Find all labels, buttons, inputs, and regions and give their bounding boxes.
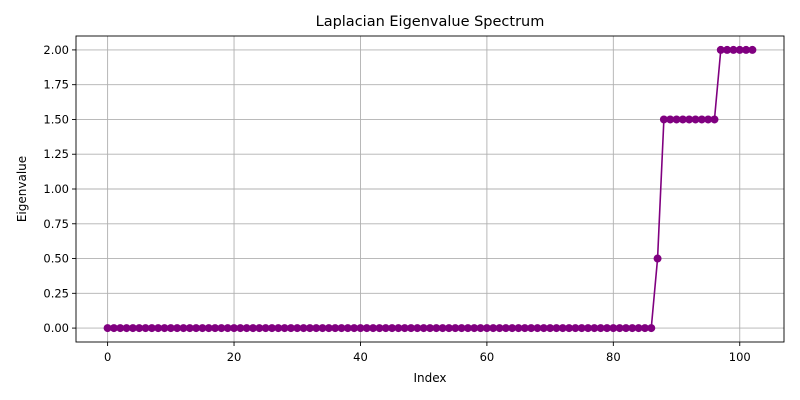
y-tick-label: 1.00 xyxy=(43,182,69,196)
y-axis-label: Eigenvalue xyxy=(15,156,29,222)
y-tick-label: 0.00 xyxy=(43,321,69,335)
data-point xyxy=(748,46,756,54)
x-tick-label: 0 xyxy=(104,350,111,364)
y-tick-label: 0.50 xyxy=(43,252,69,266)
y-tick-label: 0.25 xyxy=(43,286,69,300)
x-tick-label: 60 xyxy=(480,350,495,364)
y-tick-label: 1.75 xyxy=(43,78,69,92)
grid xyxy=(76,36,784,342)
y-tick-label: 2.00 xyxy=(43,43,69,57)
x-tick-label: 80 xyxy=(606,350,621,364)
x-axis: 0 20 40 60 80 100 xyxy=(104,342,751,364)
x-tick-label: 20 xyxy=(227,350,242,364)
y-tick-label: 1.50 xyxy=(43,112,69,126)
y-tick-label: 0.75 xyxy=(43,217,69,231)
data-point xyxy=(710,115,718,123)
y-axis: 0.00 0.25 0.50 0.75 1.00 1.25 1.50 1.75 2.00 xyxy=(43,43,76,335)
data-point xyxy=(654,255,662,263)
data-point xyxy=(647,324,655,332)
chart-title: Laplacian Eigenvalue Spectrum xyxy=(316,14,545,30)
x-tick-label: 100 xyxy=(729,350,751,364)
x-tick-label: 40 xyxy=(353,350,368,364)
x-axis-label: Index xyxy=(413,371,446,385)
y-tick-label: 1.25 xyxy=(43,147,69,161)
